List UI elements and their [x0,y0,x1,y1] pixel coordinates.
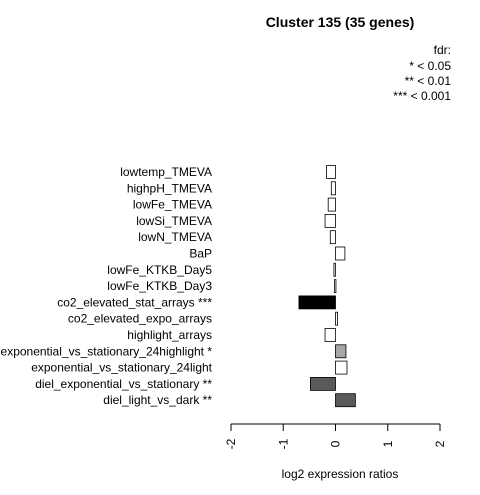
category-label: lowN_TMEVA [138,230,212,244]
category-label: lowSi_TMEVA [136,214,212,228]
bar [329,230,336,245]
legend-entry: *** < 0.001 [393,89,451,103]
legend-entry: * < 0.05 [409,59,451,73]
x-tick-label: 1 [381,440,395,447]
bar [334,279,337,294]
x-tick-label: 0 [329,440,343,447]
category-label: lowFe_KTKB_Day3 [107,279,212,293]
category-label: diel_exponential_vs_stationary ** [35,377,212,391]
x-tick-label: -1 [276,438,290,449]
bar [324,213,336,228]
category-label: lowFe_KTKB_Day5 [107,263,212,277]
x-axis: -2 -1 0 1 2 [224,423,447,449]
bar [324,328,336,342]
category-label: diel_light_vs_dark ** [103,393,212,407]
legend: fdr: * < 0.05** < 0.01*** < 0.001 [393,43,451,103]
category-label: highpH_TMEVA [127,181,212,195]
category-label: highlight_arrays [127,328,212,342]
x-axis-label: log2 expression ratios [282,467,399,481]
bar [327,197,336,212]
bars [298,165,356,408]
chart-title: Cluster 135 (35 genes) [266,14,415,30]
bar [335,344,347,359]
category-label: BaP [189,247,212,261]
category-label: exponential_vs_stationary_24highlight * [1,344,213,358]
bar [335,360,348,375]
category-label: co2_elevated_stat_arrays *** [57,295,212,309]
bar [335,246,346,261]
category-label: co2_elevated_expo_arrays [68,312,212,326]
bar [326,165,336,179]
x-tick-label: -2 [224,438,238,449]
legend-entry: ** < 0.01 [405,74,452,88]
bar [333,262,336,277]
bar [310,376,336,391]
category-label: exponential_vs_stationary_24light [31,361,212,375]
bar [335,311,338,326]
bar [330,181,336,196]
bar [298,295,336,310]
category-labels: lowtemp_TMEVA highpH_TMEVA lowFe_TMEVA lowS… [1,165,213,407]
category-label: lowFe_TMEVA [133,198,212,212]
bar [335,393,356,408]
category-label: lowtemp_TMEVA [120,165,212,179]
legend-title: fdr: [434,43,451,57]
x-tick-label: 2 [433,440,447,447]
